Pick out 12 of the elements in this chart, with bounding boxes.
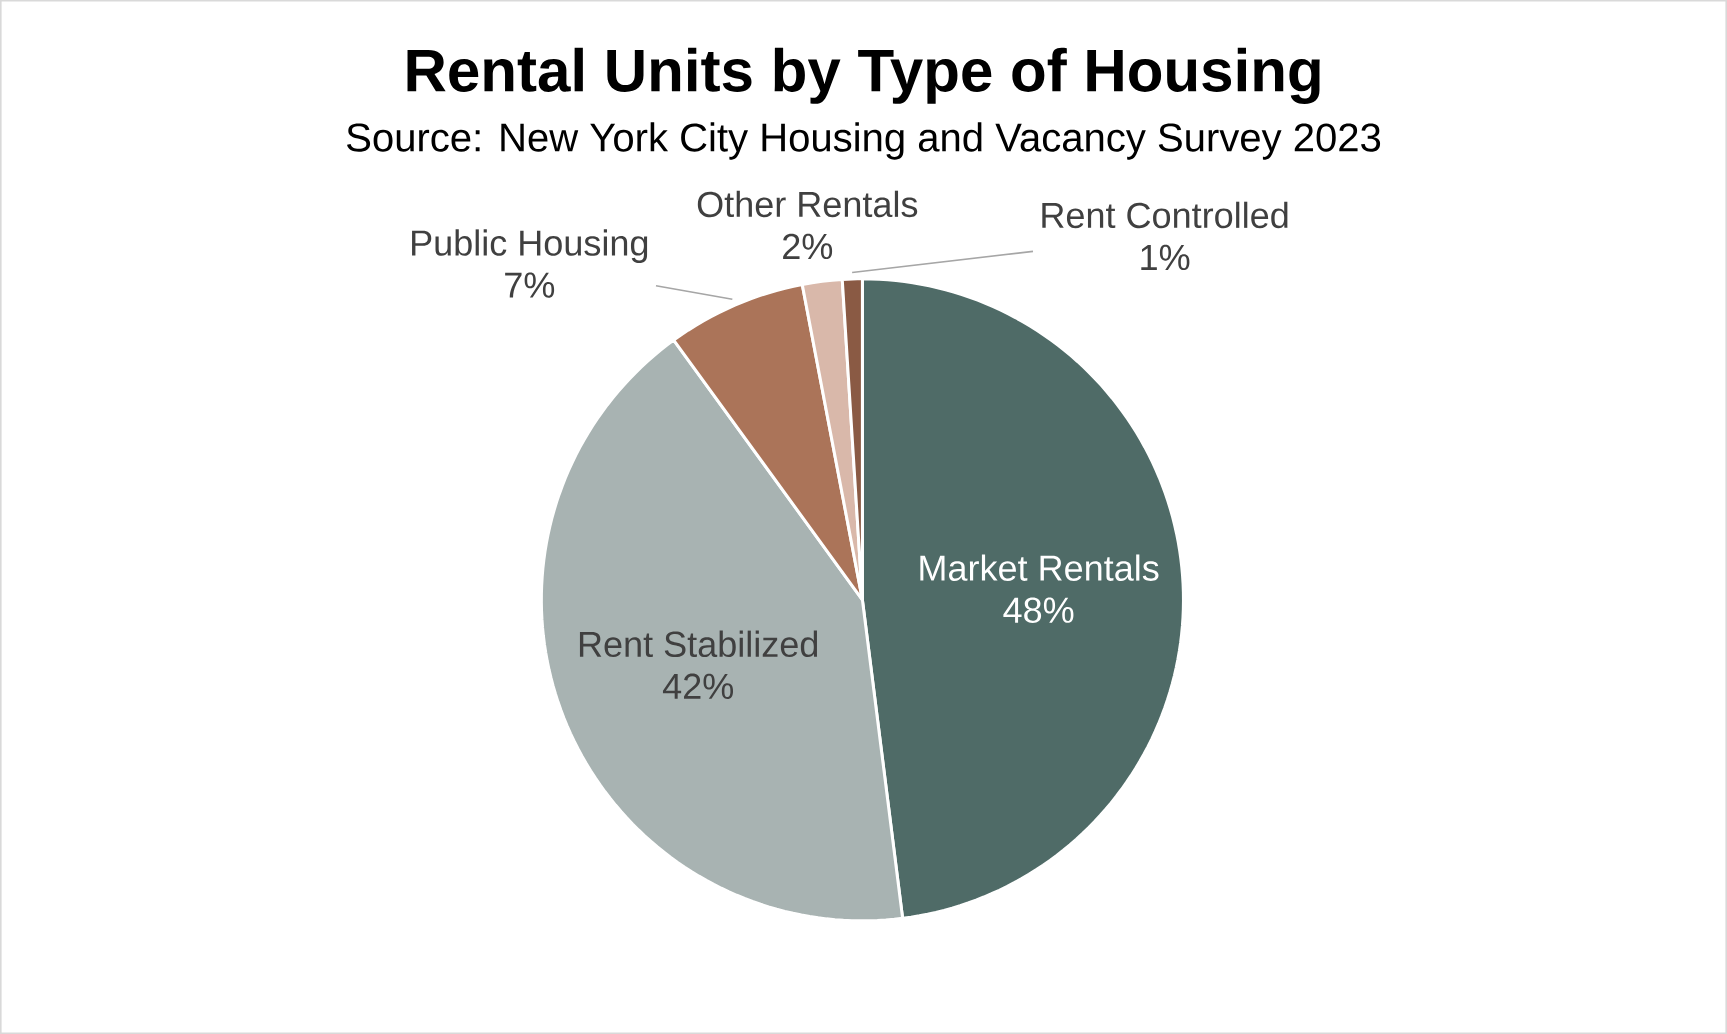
data-label: 48% xyxy=(1003,597,1074,623)
slice-label: Rent Stabilized xyxy=(579,630,818,658)
data-label: 2% xyxy=(783,233,833,260)
slice-label: Market Rentals xyxy=(920,554,1159,581)
slice-label: Rent Controlled xyxy=(1042,201,1288,229)
chart-subtitle: Source: New York City Housing and Vacancy Survey 2023 xyxy=(347,122,1381,160)
data-label: 42% xyxy=(662,673,734,700)
data-label: 7% xyxy=(505,272,555,298)
chart-title: Rental Units by Type of Housing xyxy=(407,47,1320,104)
slice-label: Public Housing xyxy=(412,229,648,263)
data-label: 1% xyxy=(1141,244,1190,271)
slice-label: Other Rentals xyxy=(697,190,918,218)
